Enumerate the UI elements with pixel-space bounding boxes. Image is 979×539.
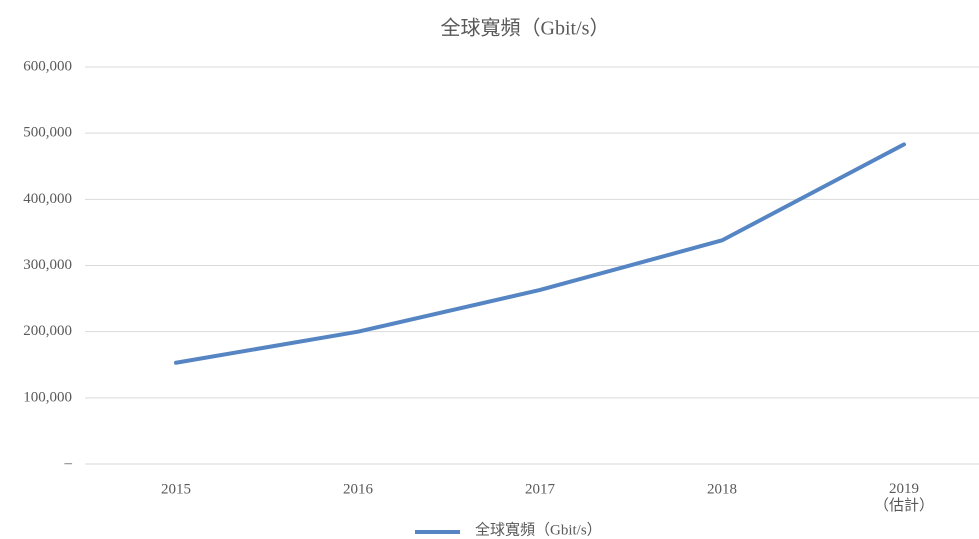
y-tick-label: 200,000 [23, 323, 72, 339]
y-tick-label: 600,000 [23, 58, 72, 74]
x-tick-label: 2016 [343, 481, 374, 497]
x-tick-label: 2015 [161, 481, 191, 497]
chart-title: 全球寬頻（Gbit/s） [441, 17, 610, 40]
y-tick-label: 500,000 [23, 125, 72, 141]
y-tick-label: 400,000 [23, 191, 72, 207]
x-tick-label: 2018 [707, 481, 737, 497]
y-tick-label: 300,000 [23, 257, 72, 273]
x-tick-label: 2019 （估計） [874, 481, 934, 514]
x-tick-label: 2017 [525, 481, 556, 497]
y-tick-label: 100,000 [23, 389, 72, 405]
y-tick-label: – [64, 455, 73, 471]
legend-label: 全球寬頻（Gbit/s） [475, 520, 602, 538]
line-series [174, 142, 906, 365]
